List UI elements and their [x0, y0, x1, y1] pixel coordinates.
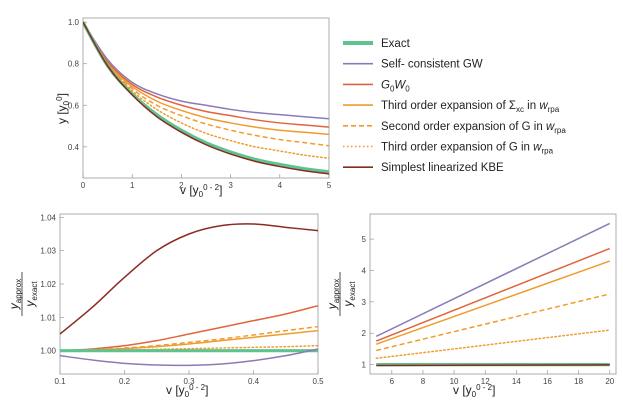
top-ytick-label: 1.0 [68, 18, 80, 27]
bottom-right-xtick-label: 14 [512, 377, 521, 386]
bottom-left-ytick-label: 1.01 [40, 313, 56, 322]
top-xtick-label: 1 [130, 181, 135, 190]
bottom-right-panel-frame [369, 213, 617, 375]
top-xtick-label: 0 [81, 181, 86, 190]
bottom-right-series-self-consistent-gw [375, 222, 611, 338]
bottom-left-series-g0w0 [60, 304, 318, 352]
bottom-right-ytick-label: 4 [362, 266, 367, 275]
top-series-third-order-expansion-of-xc-in-wrpa [83, 21, 329, 136]
bottom-right-series-third-order-expansion-of-xc-in-wrpa [375, 260, 611, 345]
bottom-right-ytick-label: 3 [362, 298, 367, 307]
svg-text:yapprox: yapprox [325, 279, 341, 310]
top-ytick-label: 0.8 [68, 60, 80, 69]
bottom-right-xtick-label: 18 [574, 377, 583, 386]
top-ylabel: y [y00] [55, 93, 71, 124]
legend-label: Simplest linearized KBE [381, 162, 504, 174]
bottom-left-xtick-label: 0.2 [119, 377, 131, 386]
bottom-right-xtick-label: 16 [543, 377, 552, 386]
bottom-left-ytick-label: 1.02 [40, 280, 56, 289]
bottom-left-ytick-label: 1.03 [40, 247, 56, 256]
top-panel-frame [82, 17, 330, 179]
bottom-left-ytick-label: 1.04 [40, 213, 56, 222]
bottom-right-xtick-label: 6 [390, 377, 395, 386]
top-series-g0w0 [83, 21, 329, 128]
legend-label: Self- consistent GW [381, 59, 483, 71]
bottom-left-ylabel: yapprox yexact [7, 272, 39, 316]
top-series-self-consistent-gw [83, 21, 329, 120]
bottom-right-ytick-label: 1 [362, 361, 367, 370]
bottom-right-series-simplest-linearized-kbe [376, 364, 610, 367]
bottom-right-xtick-label: 10 [450, 377, 459, 386]
top-series-exact [83, 21, 329, 174]
top-series-third-order-expansion-of-g-in-wrpa [83, 21, 329, 160]
bottom-right-xtick-label: 20 [605, 377, 614, 386]
top-xtick-label: 3 [228, 181, 233, 190]
bottom-left-xtick-label: 0.3 [183, 377, 195, 386]
legend-label: Second order expansion of G in wrpa [381, 121, 566, 135]
bottom-right-xlabel: v [y00 - 2] [453, 383, 495, 399]
legend-label: Third order expansion of G in wrpa [381, 142, 554, 156]
top-series-simplest-linearized-kbe [83, 21, 329, 175]
bottom-right-series-second-order-expansion-of-g-in-wrpa [376, 293, 610, 352]
top-xtick-label: 4 [278, 181, 283, 190]
top-xlabel: v [y00 - 2] [180, 183, 222, 199]
top-xtick-label: 2 [179, 181, 184, 190]
bottom-right-ylabel: yapprox yexact [325, 272, 357, 316]
bottom-left-xtick-label: 0.5 [312, 377, 324, 386]
bottom-left-series-simplest-linearized-kbe [60, 223, 318, 335]
svg-text:yexact: yexact [23, 281, 39, 308]
bottom-left-xtick-label: 0.1 [54, 377, 66, 386]
top-plot: 0 1 2 3 4 5 0.4 0.6 0.8 1.0 [68, 18, 332, 190]
bottom-left-plot: 0.1 0.2 0.3 0.4 0.5 1.00 1.01 1.02 1.03 1.04 [40, 213, 324, 386]
legend-label: G0W0 [381, 79, 410, 93]
bottom-right-xtick-label: 8 [421, 377, 426, 386]
top-ytick-label: 0.4 [68, 143, 80, 152]
legend: Exact Self- consistent GW G0W0 Third order … [343, 38, 566, 174]
bottom-right-series-third-order-expansion-of-g-in-wrpa [375, 329, 611, 360]
bottom-right-ytick-label: 5 [362, 235, 367, 244]
bottom-left-xtick-label: 0.4 [248, 377, 260, 386]
svg-text:yexact: yexact [341, 281, 357, 308]
bottom-right-ytick-label: 2 [362, 329, 367, 338]
legend-label: Exact [381, 38, 411, 50]
legend-label: Third order expansion of Σxc in wrpa [381, 100, 560, 114]
top-ytick-label: 0.6 [68, 101, 80, 110]
top-xtick-label: 5 [327, 181, 332, 190]
bottom-right-series-g0w0 [375, 247, 611, 342]
bottom-left-series-self-consistent-gw [60, 348, 318, 367]
bottom-left-ytick-label: 1.00 [40, 347, 56, 356]
svg-text:yapprox: yapprox [7, 279, 23, 310]
top-series-second-order-expansion-of-g-in-wrpa [83, 21, 329, 147]
bottom-right-xtick-label: 12 [481, 377, 490, 386]
